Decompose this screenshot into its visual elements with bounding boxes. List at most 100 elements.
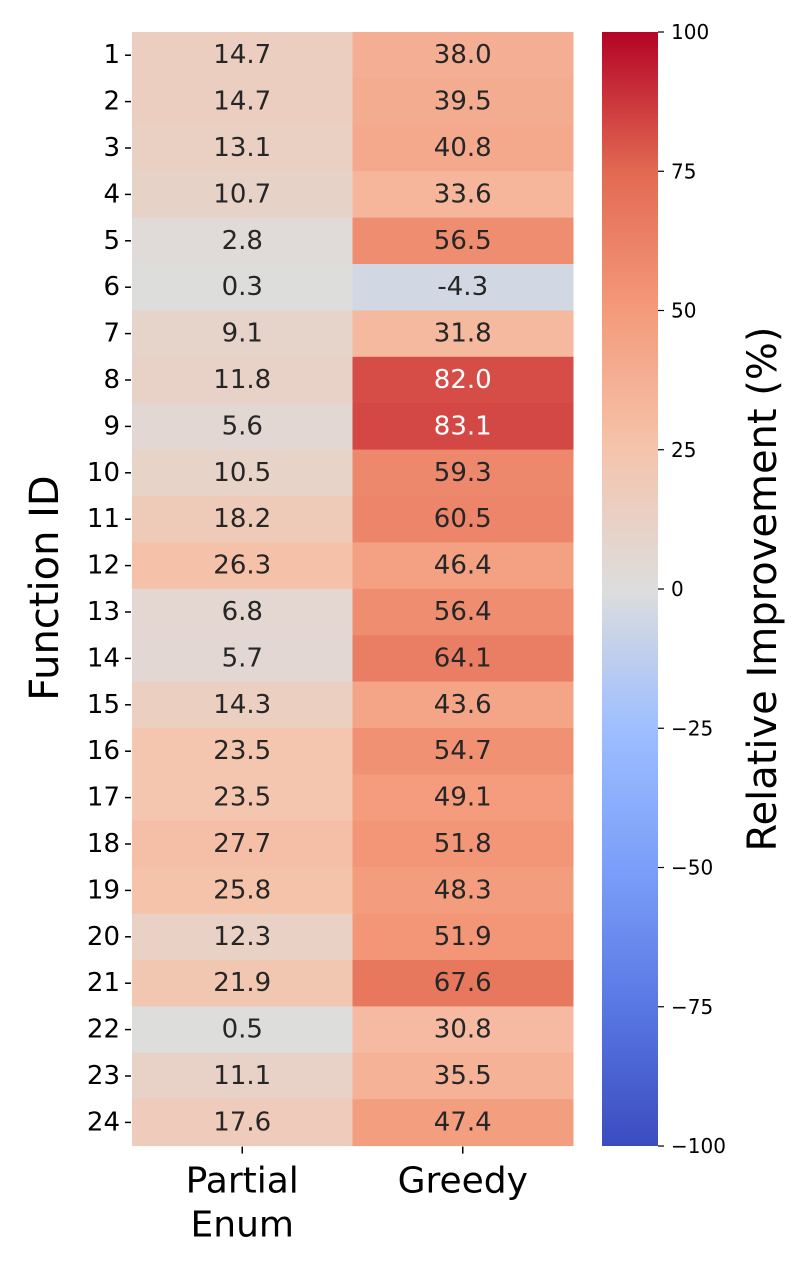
column-tick-label: Greedy: [398, 1161, 528, 1202]
row-tick-label: 16: [87, 736, 120, 766]
y-axis-label: Function ID: [22, 475, 68, 700]
row-tick-label: 13: [87, 597, 120, 627]
heatmap-cell: [132, 449, 353, 497]
heatmap-cell: [132, 78, 353, 126]
cell-value-label: -4.3: [437, 272, 488, 302]
cell-value-label: 26.3: [213, 551, 271, 581]
row-tick-label: 15: [87, 690, 120, 720]
heatmap-cell: [352, 310, 574, 358]
cell-value-label: 43.6: [434, 690, 492, 720]
cell-value-label: 13.1: [213, 133, 271, 163]
cell-value-label: 14.7: [213, 87, 271, 117]
heatmap-cell: [132, 635, 353, 683]
cell-value-label: 47.4: [434, 1107, 492, 1137]
row-tick-label: 10: [87, 458, 120, 488]
cell-value-label: 59.3: [434, 458, 492, 488]
row-tick-label: 24: [87, 1107, 120, 1137]
cell-value-label: 38.0: [434, 40, 492, 70]
heatmap-cell: [132, 542, 353, 590]
heatmap-cell: [132, 867, 353, 915]
colorbar-tick-label: 75: [671, 159, 696, 183]
heatmap-cell: [352, 867, 574, 915]
cell-value-label: 60.5: [434, 504, 492, 534]
cell-value-label: 14.7: [213, 40, 271, 70]
cell-value-label: 67.6: [434, 968, 492, 998]
heatmap-cell: [132, 403, 353, 451]
heatmap-cell: [352, 960, 574, 1007]
cell-value-label: 10.5: [213, 458, 271, 488]
cell-value-label: 5.7: [222, 643, 263, 673]
row-tick-label: 8: [103, 365, 120, 395]
colorbar-ticks: 100 75 50 25 0 −25 −50 −75 −100: [658, 20, 726, 1158]
cell-value-label: 12.3: [213, 922, 271, 952]
colorbar-tick-label: 100: [671, 20, 709, 44]
heatmap-cell: [132, 681, 353, 729]
cell-value-label: 54.7: [434, 736, 492, 766]
heatmap-cell: [132, 1052, 353, 1100]
heatmap-cell: [352, 124, 574, 172]
heatmap-cell: [132, 264, 353, 311]
cell-value-label: 27.7: [213, 829, 271, 859]
row-tick-label: 4: [103, 179, 120, 209]
row-tick-label: 1: [103, 40, 120, 70]
colorbar-label: Relative Improvement (%): [740, 326, 786, 851]
heatmap-cell: [352, 820, 574, 868]
heatmap-cell: [132, 774, 353, 822]
heatmap-cell: [352, 774, 574, 822]
cell-value-label: 49.1: [434, 783, 492, 813]
heatmap-cell: [132, 728, 353, 775]
cell-value-label: 9.1: [222, 319, 263, 349]
heatmap-cell: [352, 635, 574, 683]
heatmap-cell: [352, 913, 574, 961]
row-tick-label: 21: [87, 968, 120, 998]
cell-value-label: 64.1: [434, 643, 492, 673]
cell-value-label: 5.6: [222, 411, 263, 441]
heatmap-cell: [132, 960, 353, 1007]
heatmap-cells: 14.7 38.0 14.7 39.5 13.1 40.8 10.7 33.6 2.8 56.5 0…: [132, 32, 574, 1147]
row-tick-label: 12: [87, 551, 120, 581]
heatmap-cell: [352, 1099, 574, 1147]
heatmap-cell: [132, 820, 353, 868]
heatmap-cell: [352, 264, 574, 311]
row-tick-label: 20: [87, 922, 120, 952]
cell-value-label: 83.1: [434, 411, 492, 441]
heatmap-cell: [132, 171, 353, 219]
cell-value-label: 17.6: [213, 1107, 271, 1137]
heatmap-cell: [352, 1052, 574, 1100]
heatmap-cell: [352, 78, 574, 126]
heatmap-cell: [352, 728, 574, 775]
cell-value-label: 6.8: [222, 597, 263, 627]
cell-value-label: 23.5: [213, 783, 271, 813]
cell-value-label: 39.5: [434, 87, 492, 117]
heatmap-cell: [132, 913, 353, 961]
cell-value-label: 0.3: [222, 272, 263, 302]
cell-value-label: 30.8: [434, 1015, 492, 1045]
heatmap-cell: [352, 588, 574, 636]
heatmap-cell: [132, 310, 353, 358]
cell-value-label: 48.3: [434, 875, 492, 905]
cell-value-label: 10.7: [213, 179, 271, 209]
heatmap-cell: [352, 496, 574, 543]
colorbar-tick-label: −25: [671, 716, 713, 740]
heatmap-cell: [132, 356, 353, 404]
cell-value-label: 2.8: [222, 226, 263, 256]
colorbar-gradient: [602, 32, 658, 1146]
heatmap-cell: [132, 1099, 353, 1147]
row-tick-label: 6: [103, 272, 120, 302]
cell-value-label: 51.8: [434, 829, 492, 859]
cell-value-label: 11.1: [213, 1061, 271, 1091]
heatmap-cell: [132, 1006, 353, 1054]
heatmap-cell: [132, 124, 353, 172]
cell-value-label: 56.4: [434, 597, 492, 627]
colorbar-tick-label: −50: [671, 856, 713, 880]
cell-value-label: 35.5: [434, 1061, 492, 1091]
row-tick-label: 17: [87, 783, 120, 813]
heatmap-cell: [132, 588, 353, 636]
cell-value-label: 40.8: [434, 133, 492, 163]
heatmap-cell: [352, 542, 574, 590]
heatmap-cell: [352, 217, 574, 265]
column-tick-labels: Partial Enum Greedy: [186, 1146, 528, 1246]
row-tick-label: 14: [87, 643, 120, 673]
cell-value-label: 23.5: [213, 736, 271, 766]
